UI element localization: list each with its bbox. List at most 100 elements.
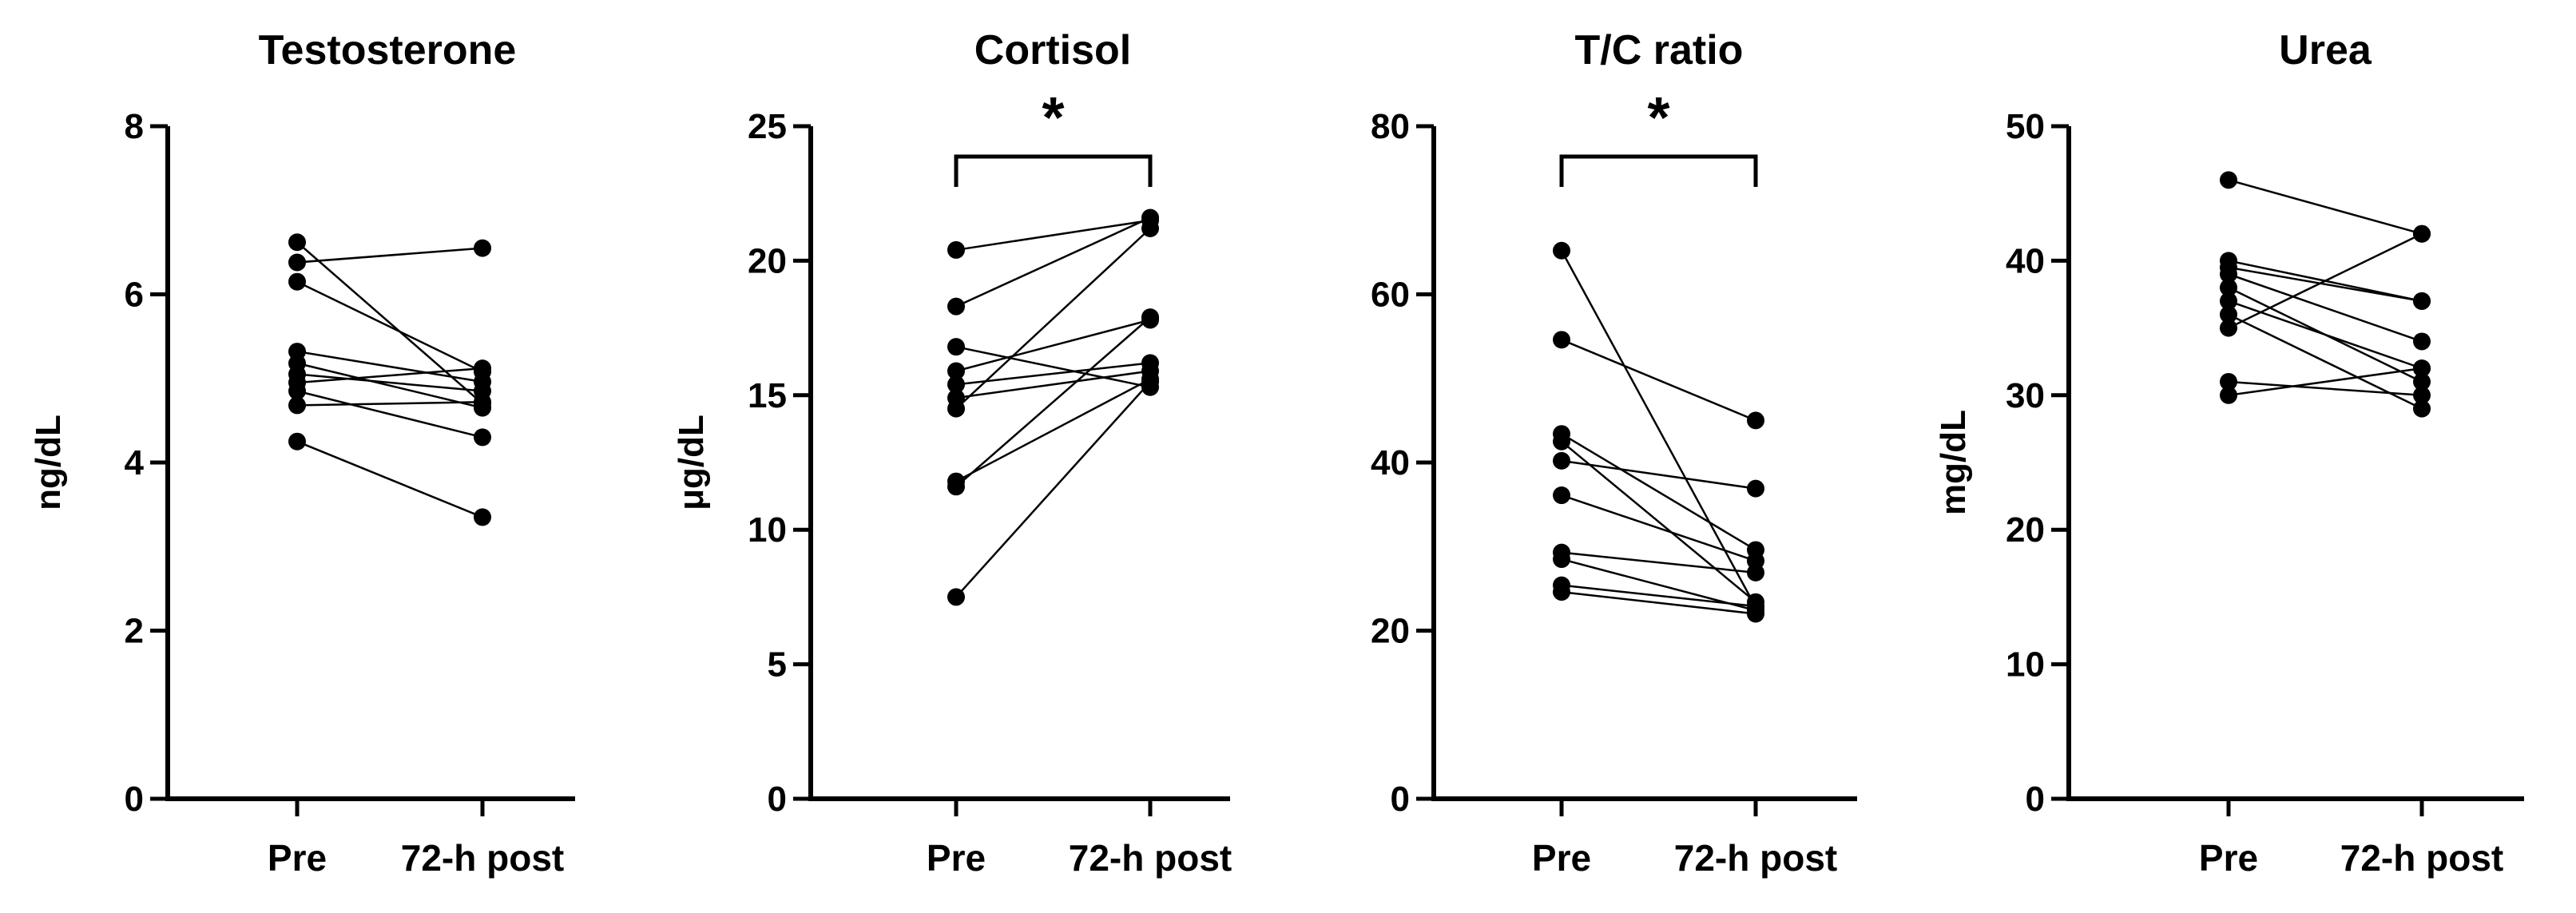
paired-line — [955, 228, 1151, 410]
paired-line — [2228, 313, 2423, 410]
pre-point — [947, 588, 965, 606]
pre-point — [947, 478, 965, 496]
post-point — [2413, 292, 2431, 310]
y-tick-label: 15 — [748, 376, 787, 415]
significance-star: * — [1647, 86, 1669, 150]
pre-point — [288, 382, 306, 400]
paired-line — [296, 241, 483, 405]
pre-point — [288, 233, 306, 252]
x-category-label: Pre — [927, 837, 986, 879]
paired-line — [1560, 250, 1757, 608]
post-point — [474, 428, 491, 447]
paired-line — [2228, 300, 2423, 370]
y-tick-label: 6 — [125, 276, 144, 315]
pre-point — [2220, 372, 2237, 391]
y-tick-label: 20 — [748, 241, 787, 280]
y-tick-label: 60 — [1371, 276, 1410, 315]
y-tick-label: 80 — [1371, 107, 1410, 146]
y-tick-label: 2 — [125, 612, 144, 651]
pre-point — [1553, 486, 1570, 505]
y-tick-label: 30 — [2006, 376, 2045, 415]
paired-line — [2228, 179, 2423, 235]
paired-line — [955, 316, 1151, 488]
pre-point — [2220, 305, 2237, 324]
post-point — [2413, 386, 2431, 404]
y-tick-label: 0 — [768, 780, 787, 819]
pre-point — [947, 338, 965, 356]
post-point — [2413, 399, 2431, 418]
paired-line — [1561, 494, 1756, 562]
pre-point — [947, 399, 965, 418]
y-tick-label: 40 — [2006, 241, 2045, 280]
post-point — [1747, 563, 1764, 582]
pre-point — [947, 362, 965, 380]
pre-point — [2220, 171, 2237, 189]
paired-line — [1561, 339, 1756, 422]
paired-line — [2228, 232, 2423, 329]
pre-point — [1553, 583, 1570, 601]
paired-line — [296, 390, 483, 439]
paired-line — [1561, 433, 1756, 551]
post-point — [1141, 372, 1159, 391]
post-point — [2413, 332, 2431, 351]
paired-line — [955, 378, 1151, 482]
significance-star: * — [1042, 86, 1064, 150]
paired-line — [296, 367, 483, 384]
paired-line — [1561, 590, 1756, 615]
significance-bracket — [1559, 154, 1758, 187]
paired-line — [955, 362, 1151, 386]
paired-line — [1561, 440, 1756, 603]
paired-line — [955, 345, 1151, 388]
pre-point — [1553, 241, 1570, 260]
paired-line — [955, 219, 1151, 252]
panel-2: T/C ratio 0 20 40 60 80 Pre 72-h post * — [1371, 27, 1857, 879]
pre-point — [2220, 292, 2237, 310]
chart-title: Cortisol — [974, 27, 1131, 73]
post-point — [1141, 308, 1159, 327]
paired-line — [296, 280, 483, 373]
post-point — [474, 239, 491, 257]
paired-line — [955, 381, 1151, 598]
paired-line — [1561, 459, 1756, 490]
post-point — [2413, 359, 2431, 378]
post-point — [1747, 605, 1764, 623]
y-tick-label: 0 — [125, 780, 144, 819]
y-axis-label: mg/dL — [1934, 410, 1973, 515]
post-point — [1747, 411, 1764, 430]
paired-line — [296, 350, 483, 383]
y-tick-label: 4 — [125, 443, 145, 482]
paired-line — [296, 373, 483, 392]
paired-line — [1561, 584, 1756, 608]
paired-line — [2228, 273, 2423, 343]
x-category-label: Pre — [2199, 837, 2258, 879]
significance-bracket — [954, 154, 1153, 187]
y-tick-label: 8 — [125, 107, 144, 146]
paired-line — [2228, 367, 2423, 397]
y-tick-label: 25 — [748, 107, 787, 146]
x-category-label: Pre — [1532, 837, 1591, 879]
y-tick-label: 20 — [2006, 510, 2045, 550]
y-tick-label: 10 — [2006, 645, 2045, 685]
pre-point — [2220, 279, 2237, 297]
pre-point — [2220, 258, 2237, 276]
pre-point — [2220, 319, 2237, 337]
x-category-label: 72-h post — [1674, 837, 1837, 879]
post-point — [474, 508, 491, 526]
y-tick-label: 0 — [1391, 780, 1410, 819]
paired-line — [296, 247, 483, 264]
y-tick-label: 40 — [1371, 443, 1410, 482]
pre-point — [2220, 386, 2237, 404]
paired-line — [296, 362, 483, 409]
panel-3: Urea mg/dL 0 10 20 30 40 50 Pre 72-h post — [1934, 27, 2524, 879]
post-point — [1141, 219, 1159, 237]
y-tick-label: 10 — [748, 510, 787, 550]
panel-1: Cortisol μg/dL 0 5 10 15 20 25 Pre 72-h post * — [672, 27, 1232, 879]
pre-point — [288, 253, 306, 272]
y-tick-label: 5 — [768, 645, 787, 685]
y-axis-label: ng/dL — [29, 415, 68, 510]
pre-point — [947, 297, 965, 316]
post-point — [474, 359, 491, 378]
y-tick-label: 50 — [2006, 107, 2045, 146]
pre-point — [1553, 451, 1570, 470]
